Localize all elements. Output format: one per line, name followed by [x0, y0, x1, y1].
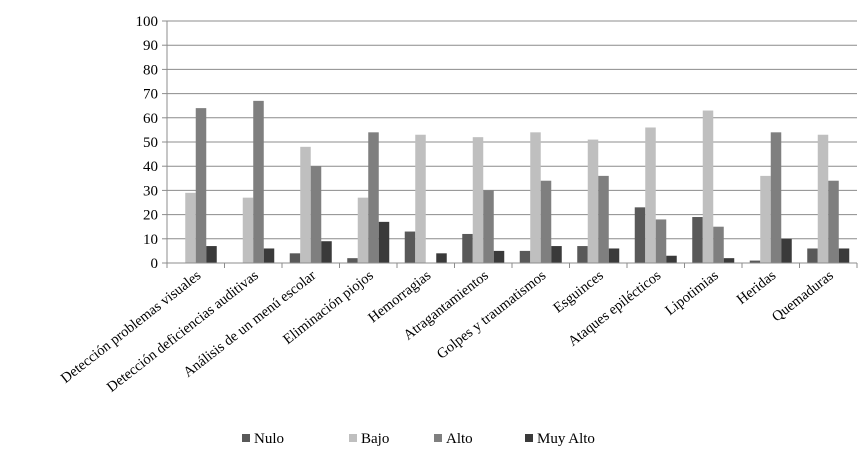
- y-tick-labels: 0 10 20 30 40 50 60 70 80 90 100: [136, 14, 159, 272]
- bar-muy-alto: [321, 241, 332, 263]
- bars: [185, 100, 850, 264]
- legend-swatch: [349, 434, 357, 442]
- legend-label: Muy Alto: [537, 431, 595, 447]
- bar-bajo: [760, 175, 771, 263]
- x-tick-label: Lipotimias: [662, 267, 722, 319]
- bar-alto: [483, 190, 494, 263]
- bar-bajo: [185, 192, 196, 263]
- bar-bajo: [242, 197, 254, 263]
- legend: Nulo Bajo Alto Muy Alto: [242, 431, 595, 447]
- bar-nulo: [634, 207, 646, 263]
- bar-muy-alto: [436, 253, 447, 263]
- bar-muy-alto: [608, 248, 620, 263]
- bar-alto: [540, 180, 552, 263]
- bar-alto: [195, 108, 207, 264]
- legend-swatch: [525, 434, 533, 442]
- bar-bajo: [415, 134, 426, 263]
- y-tick-label: 40: [143, 159, 158, 175]
- bar-alto: [598, 175, 609, 263]
- axes: [162, 20, 858, 268]
- bar-bajo: [587, 139, 599, 263]
- bar-muy-alto: [838, 248, 850, 263]
- bar-nulo: [462, 233, 473, 263]
- bar-alto: [770, 132, 782, 263]
- bar-nulo: [289, 253, 301, 263]
- bar-nulo: [577, 246, 588, 263]
- bar-bajo: [817, 134, 829, 263]
- bar-nulo: [692, 217, 703, 263]
- bar-bajo: [357, 197, 369, 263]
- y-tick-label: 100: [136, 14, 159, 30]
- bar-alto: [828, 180, 839, 263]
- bar-alto: [655, 219, 667, 263]
- y-tick-label: 70: [143, 87, 158, 103]
- bar-muy-alto: [378, 221, 390, 263]
- bar-muy-alto: [493, 250, 505, 263]
- bar-nulo: [347, 258, 358, 263]
- bar-muy-alto: [551, 246, 562, 263]
- bar-bajo: [300, 146, 311, 263]
- bar-bajo: [645, 127, 656, 263]
- legend-label: Alto: [446, 431, 473, 447]
- y-tick-label: 0: [151, 256, 159, 272]
- bar-alto: [310, 166, 322, 263]
- bar-bajo: [472, 137, 484, 263]
- bar-muy-alto: [263, 248, 275, 263]
- y-tick-label: 90: [143, 38, 158, 54]
- bar-bajo: [702, 110, 714, 263]
- bar-nulo: [519, 250, 531, 263]
- x-tick-label: Esguinces: [551, 267, 607, 316]
- legend-label: Bajo: [361, 431, 389, 447]
- gridlines: [167, 20, 857, 240]
- y-tick-label: 60: [143, 111, 158, 127]
- x-tick-label: Quemaduras: [769, 267, 837, 325]
- bar-alto: [713, 226, 724, 263]
- bar-muy-alto: [666, 255, 677, 263]
- bar-alto: [368, 132, 379, 263]
- y-tick-label: 10: [143, 232, 158, 248]
- bar-muy-alto: [723, 258, 735, 263]
- bar-nulo: [807, 248, 818, 263]
- legend-swatch: [242, 434, 250, 442]
- legend-swatch: [434, 434, 442, 442]
- bar-nulo: [749, 260, 761, 263]
- bar-muy-alto: [781, 238, 792, 263]
- bar-bajo: [530, 132, 541, 263]
- x-tick-label: Golpes y traumatismos: [434, 267, 549, 362]
- y-tick-label: 50: [143, 135, 158, 151]
- y-tick-label: 80: [143, 62, 158, 78]
- bar-muy-alto: [206, 246, 217, 263]
- y-tick-label: 20: [143, 208, 158, 224]
- legend-label: Nulo: [254, 431, 284, 447]
- bar-alto: [253, 100, 264, 263]
- bar-nulo: [404, 231, 416, 263]
- x-tick-label: Heridas: [734, 267, 780, 308]
- y-tick-label: 30: [143, 183, 158, 199]
